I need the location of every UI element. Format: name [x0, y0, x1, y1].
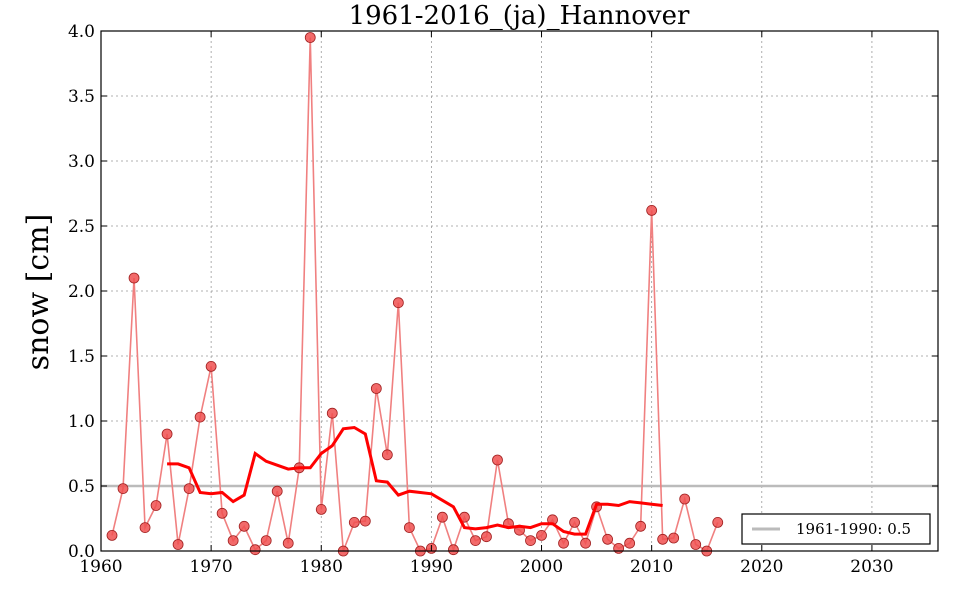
- y-axis-label: snow [cm]: [21, 214, 56, 371]
- y-tick-label: 0.5: [68, 477, 95, 497]
- annual-point: [712, 517, 724, 528]
- annual-point: [690, 539, 702, 550]
- x-tick-label: 2030: [850, 557, 893, 577]
- annual-point: [679, 493, 691, 505]
- x-tick-label: 1960: [79, 557, 122, 577]
- annual-point: [569, 517, 580, 528]
- annual-point: [238, 520, 250, 532]
- annual-point: [437, 511, 448, 523]
- annual-point: [348, 517, 360, 528]
- annual-point: [624, 537, 636, 549]
- y-tick-label: 2.0: [68, 282, 95, 302]
- annual-point: [172, 539, 184, 550]
- annual-point: [128, 272, 140, 284]
- annual-point: [448, 544, 459, 556]
- annual-point: [106, 530, 118, 541]
- annual-point: [359, 515, 371, 527]
- annual-point: [481, 531, 492, 543]
- annual-point: [227, 535, 239, 546]
- grid-lines: [101, 31, 938, 551]
- y-tick-label: 4.0: [68, 22, 95, 42]
- annual-point: [602, 533, 614, 545]
- y-tick-label: 0.0: [68, 542, 95, 562]
- annual-point: [613, 543, 625, 554]
- annual-point: [657, 533, 669, 545]
- legend-box: [741, 513, 931, 545]
- annual-point: [668, 532, 680, 544]
- x-tick-label: 2000: [520, 557, 563, 577]
- y-tick-label: 3.5: [68, 87, 95, 107]
- annual-point: [304, 32, 316, 43]
- annual-point: [525, 535, 536, 546]
- annual-point: [260, 535, 272, 546]
- annual-point: [403, 522, 415, 533]
- annual-point: [315, 503, 327, 515]
- legend-reference-label: 1961-1990: 0.5: [796, 520, 911, 538]
- x-tick-label: 1970: [189, 557, 232, 577]
- annual-point: [470, 535, 481, 546]
- y-tick-label: 3.0: [68, 152, 95, 172]
- x-tick-label: 1980: [300, 557, 343, 577]
- x-tick-label: 1990: [410, 557, 453, 577]
- annual-point: [635, 520, 647, 532]
- x-tick-label: 2010: [630, 557, 673, 577]
- annual-point: [580, 537, 591, 549]
- annual-point: [646, 204, 658, 216]
- annual-line: [111, 37, 719, 553]
- annual-point: [392, 297, 404, 309]
- x-tick-label: 2020: [740, 557, 783, 577]
- annual-point: [194, 411, 206, 423]
- annual-series: [106, 32, 724, 557]
- smoothed-series: [167, 425, 663, 536]
- annual-point: [150, 500, 162, 511]
- annual-point: [183, 483, 195, 495]
- legend: 1961-1990: 0.5: [741, 513, 931, 545]
- annual-point: [205, 360, 217, 372]
- annual-point: [249, 544, 261, 556]
- annual-point: [161, 428, 173, 440]
- annual-point: [117, 483, 129, 495]
- annual-point: [216, 507, 228, 519]
- annual-point: [139, 522, 151, 533]
- smoothed-line: [167, 425, 663, 536]
- axis-ticks: 1960 1970 1980 1990 2000 2010 2020 2030 0.0 0.5 1.…: [68, 22, 938, 577]
- annual-point: [282, 537, 294, 549]
- annual-point: [536, 530, 547, 541]
- annual-point: [558, 537, 569, 549]
- y-tick-label: 1.5: [68, 347, 95, 367]
- chart-title: 1961-2016_(ja)_Hannover: [349, 1, 690, 31]
- annual-point: [271, 485, 283, 497]
- annual-point: [370, 383, 382, 394]
- y-tick-label: 2.5: [68, 217, 95, 237]
- annual-point: [326, 407, 338, 419]
- annual-point: [492, 454, 503, 466]
- y-tick-label: 1.0: [68, 412, 95, 432]
- annual-point: [381, 449, 393, 461]
